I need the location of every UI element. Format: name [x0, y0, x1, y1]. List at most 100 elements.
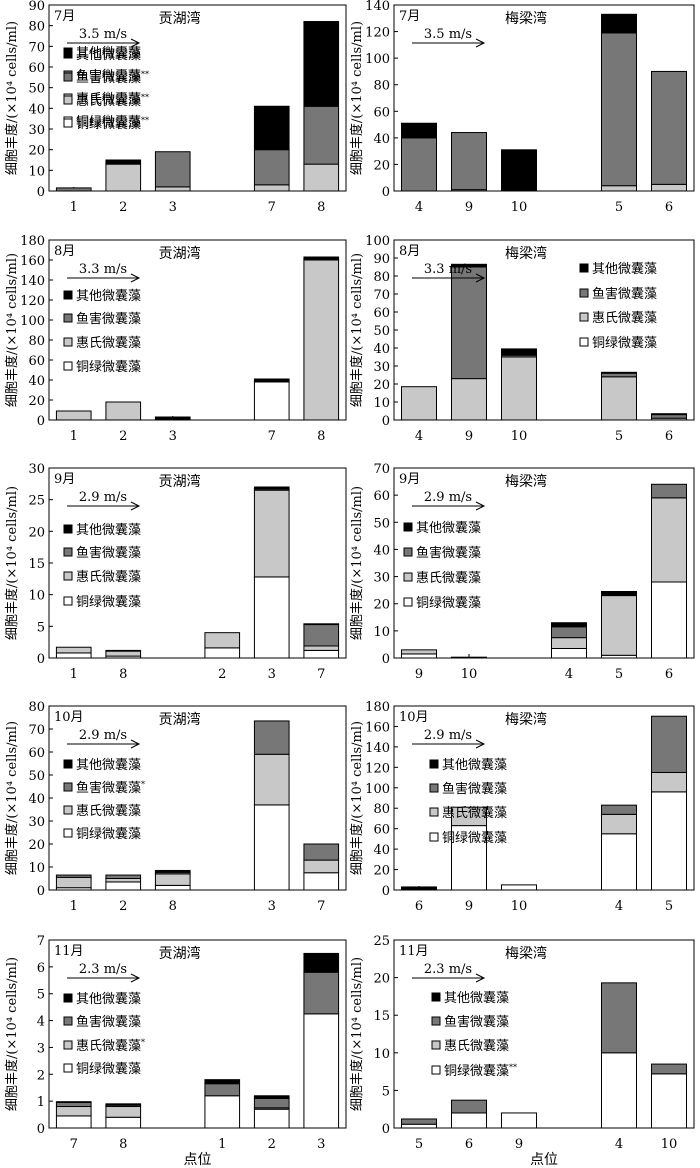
panel-lake: 梅梁湾 [505, 711, 547, 728]
bar-segment [303, 105, 340, 165]
bar-segment [451, 263, 487, 268]
bar-segment [601, 982, 637, 1054]
legend-label: 铜绿微囊藻 [76, 826, 141, 842]
y-tick-label: 160 [365, 720, 390, 735]
bar-segment [55, 646, 92, 654]
legend-entry: 其他微囊藻 [444, 990, 509, 1006]
wind-speed-label: 2.3 m/s [424, 962, 472, 977]
bar-segment [651, 1063, 687, 1075]
y-tick-label: 40 [28, 792, 45, 807]
bar-segment [154, 873, 191, 886]
panel-month: 7月 [54, 9, 75, 24]
legend-label: 铜绿微囊藻 [76, 594, 141, 610]
chart-panel: 0 5 10 15 20 25 5 6 9 4 10 11月 梅梁湾 2.3 m/s 其他微囊藻鱼害微囊藻惠… [349, 934, 695, 1152]
y-axis-label: 细胞丰度/(×10⁴ cells/ml) [349, 253, 365, 407]
panel-lake: 梅梁湾 [505, 473, 547, 490]
legend-label: 惠氏微囊藻 [76, 569, 141, 585]
legend-label: 其他微囊藻 [444, 990, 509, 1006]
panel-month: 9月 [399, 472, 420, 487]
wind-speed-label: 3.3 m/s [424, 262, 472, 277]
y-tick-label: 10 [28, 164, 45, 179]
legend-label: 鱼害微囊藻 [76, 68, 141, 84]
y-tick-label: 10 [373, 396, 390, 411]
legend-swatch [63, 1040, 73, 1050]
legend-entry: 鱼害微囊藻** [76, 70, 149, 86]
axes-frame [393, 467, 695, 659]
y-tick-label: 4 [37, 1015, 45, 1030]
bar-segment [55, 1106, 92, 1117]
bar-segment [401, 1118, 437, 1125]
y-tick-label: 30 [373, 571, 390, 586]
y-tick-label: 100 [365, 782, 390, 797]
y-tick-label: 80 [28, 700, 45, 715]
bar-segment [55, 1101, 92, 1103]
wind-speed-label: 3.5 m/s [79, 27, 127, 42]
bar-segment [105, 159, 142, 165]
legend-label: 铜绿微囊藻 [592, 335, 657, 351]
legend-label: 惠氏微囊藻 [442, 805, 507, 821]
wind-arrow-head [475, 501, 486, 511]
y-tick-label: 180 [20, 234, 45, 249]
legend-entry: 其他微囊藻 [76, 757, 141, 773]
bar-segment [154, 186, 191, 192]
bar-segment [451, 266, 487, 380]
legend-entry: 惠氏微囊藻* [76, 1038, 145, 1054]
bar-segment [303, 623, 340, 647]
legend-swatch [431, 1040, 441, 1050]
y-tick-label: 30 [373, 360, 390, 375]
legend-label: 鱼害微囊藻 [76, 311, 141, 327]
x-tick-label: 6 [665, 429, 673, 444]
bar-segment [651, 183, 687, 192]
legend-label: 铜绿微囊藻 [416, 595, 481, 611]
bar-segment [651, 497, 687, 583]
bar-segment [253, 753, 290, 806]
bar-segment [651, 715, 687, 773]
bar-segment [651, 581, 687, 659]
y-tick-label: 20 [28, 144, 45, 159]
legend-entry: 铜绿微囊藻 [416, 595, 481, 611]
y-tick-label: 20 [28, 394, 45, 409]
chart-panel: 0 20 40 60 80 100 120 140 160 180 6 9 10 4 5 10月 梅梁湾 2.9 … [349, 700, 695, 914]
bar-segment [501, 149, 537, 192]
y-tick-label: 0 [382, 884, 390, 899]
y-tick-label: 5 [382, 1084, 390, 1099]
x-tick-label: 3 [268, 667, 276, 682]
x-tick-label: 8 [317, 200, 325, 215]
y-tick-label: 0 [37, 414, 45, 429]
panel-month: 8月 [399, 244, 420, 259]
bar-segment [303, 843, 340, 861]
y-axis-label: 细胞丰度/(×10⁴ cells/ml) [4, 253, 20, 407]
bar-segment [105, 881, 142, 891]
legend-entry: 其他微囊藻 [442, 757, 507, 773]
bar-segment [451, 132, 487, 191]
bar-segment [451, 378, 487, 421]
chart-panel: 0 10 20 30 40 50 60 70 80 1 2 8 3 7 10月 贡湖湾 2.9 m/s 其他微囊藻… [4, 700, 347, 914]
x-tick-label: 5 [415, 1137, 423, 1152]
legend-label: 鱼害微囊藻 [76, 70, 141, 86]
legend-entry: 铜绿微囊藻 [592, 335, 657, 351]
legend-swatch [63, 547, 73, 557]
x-tick-label: 2 [119, 429, 127, 444]
legend-swatch [403, 597, 413, 607]
y-tick-label: 20 [373, 158, 390, 173]
y-tick-label: 60 [373, 306, 390, 321]
legend-entry: 鱼害微囊藻 [442, 781, 507, 797]
x-tick-label: 7 [70, 1137, 78, 1152]
y-tick-label: 40 [373, 342, 390, 357]
y-tick-label: 50 [28, 769, 45, 784]
bar-segment [401, 886, 437, 889]
legend-label: 其他微囊藻 [592, 261, 657, 277]
wind-speed-label: 2.9 m/s [79, 728, 127, 743]
y-tick-label: 0 [37, 185, 45, 200]
legend-label: 惠氏微囊藻 [76, 335, 141, 351]
x-tick-label: 2 [119, 899, 127, 914]
bar-segment [303, 971, 340, 1015]
bar-segment [651, 791, 687, 891]
y-tick-label: 30 [28, 462, 45, 477]
legend-swatch [579, 337, 589, 347]
legend-swatch [579, 263, 589, 273]
bar-segment [451, 825, 487, 891]
bar-segment [501, 356, 537, 421]
y-tick-label: 0 [37, 652, 45, 667]
x-tick-label: 4 [615, 899, 623, 914]
